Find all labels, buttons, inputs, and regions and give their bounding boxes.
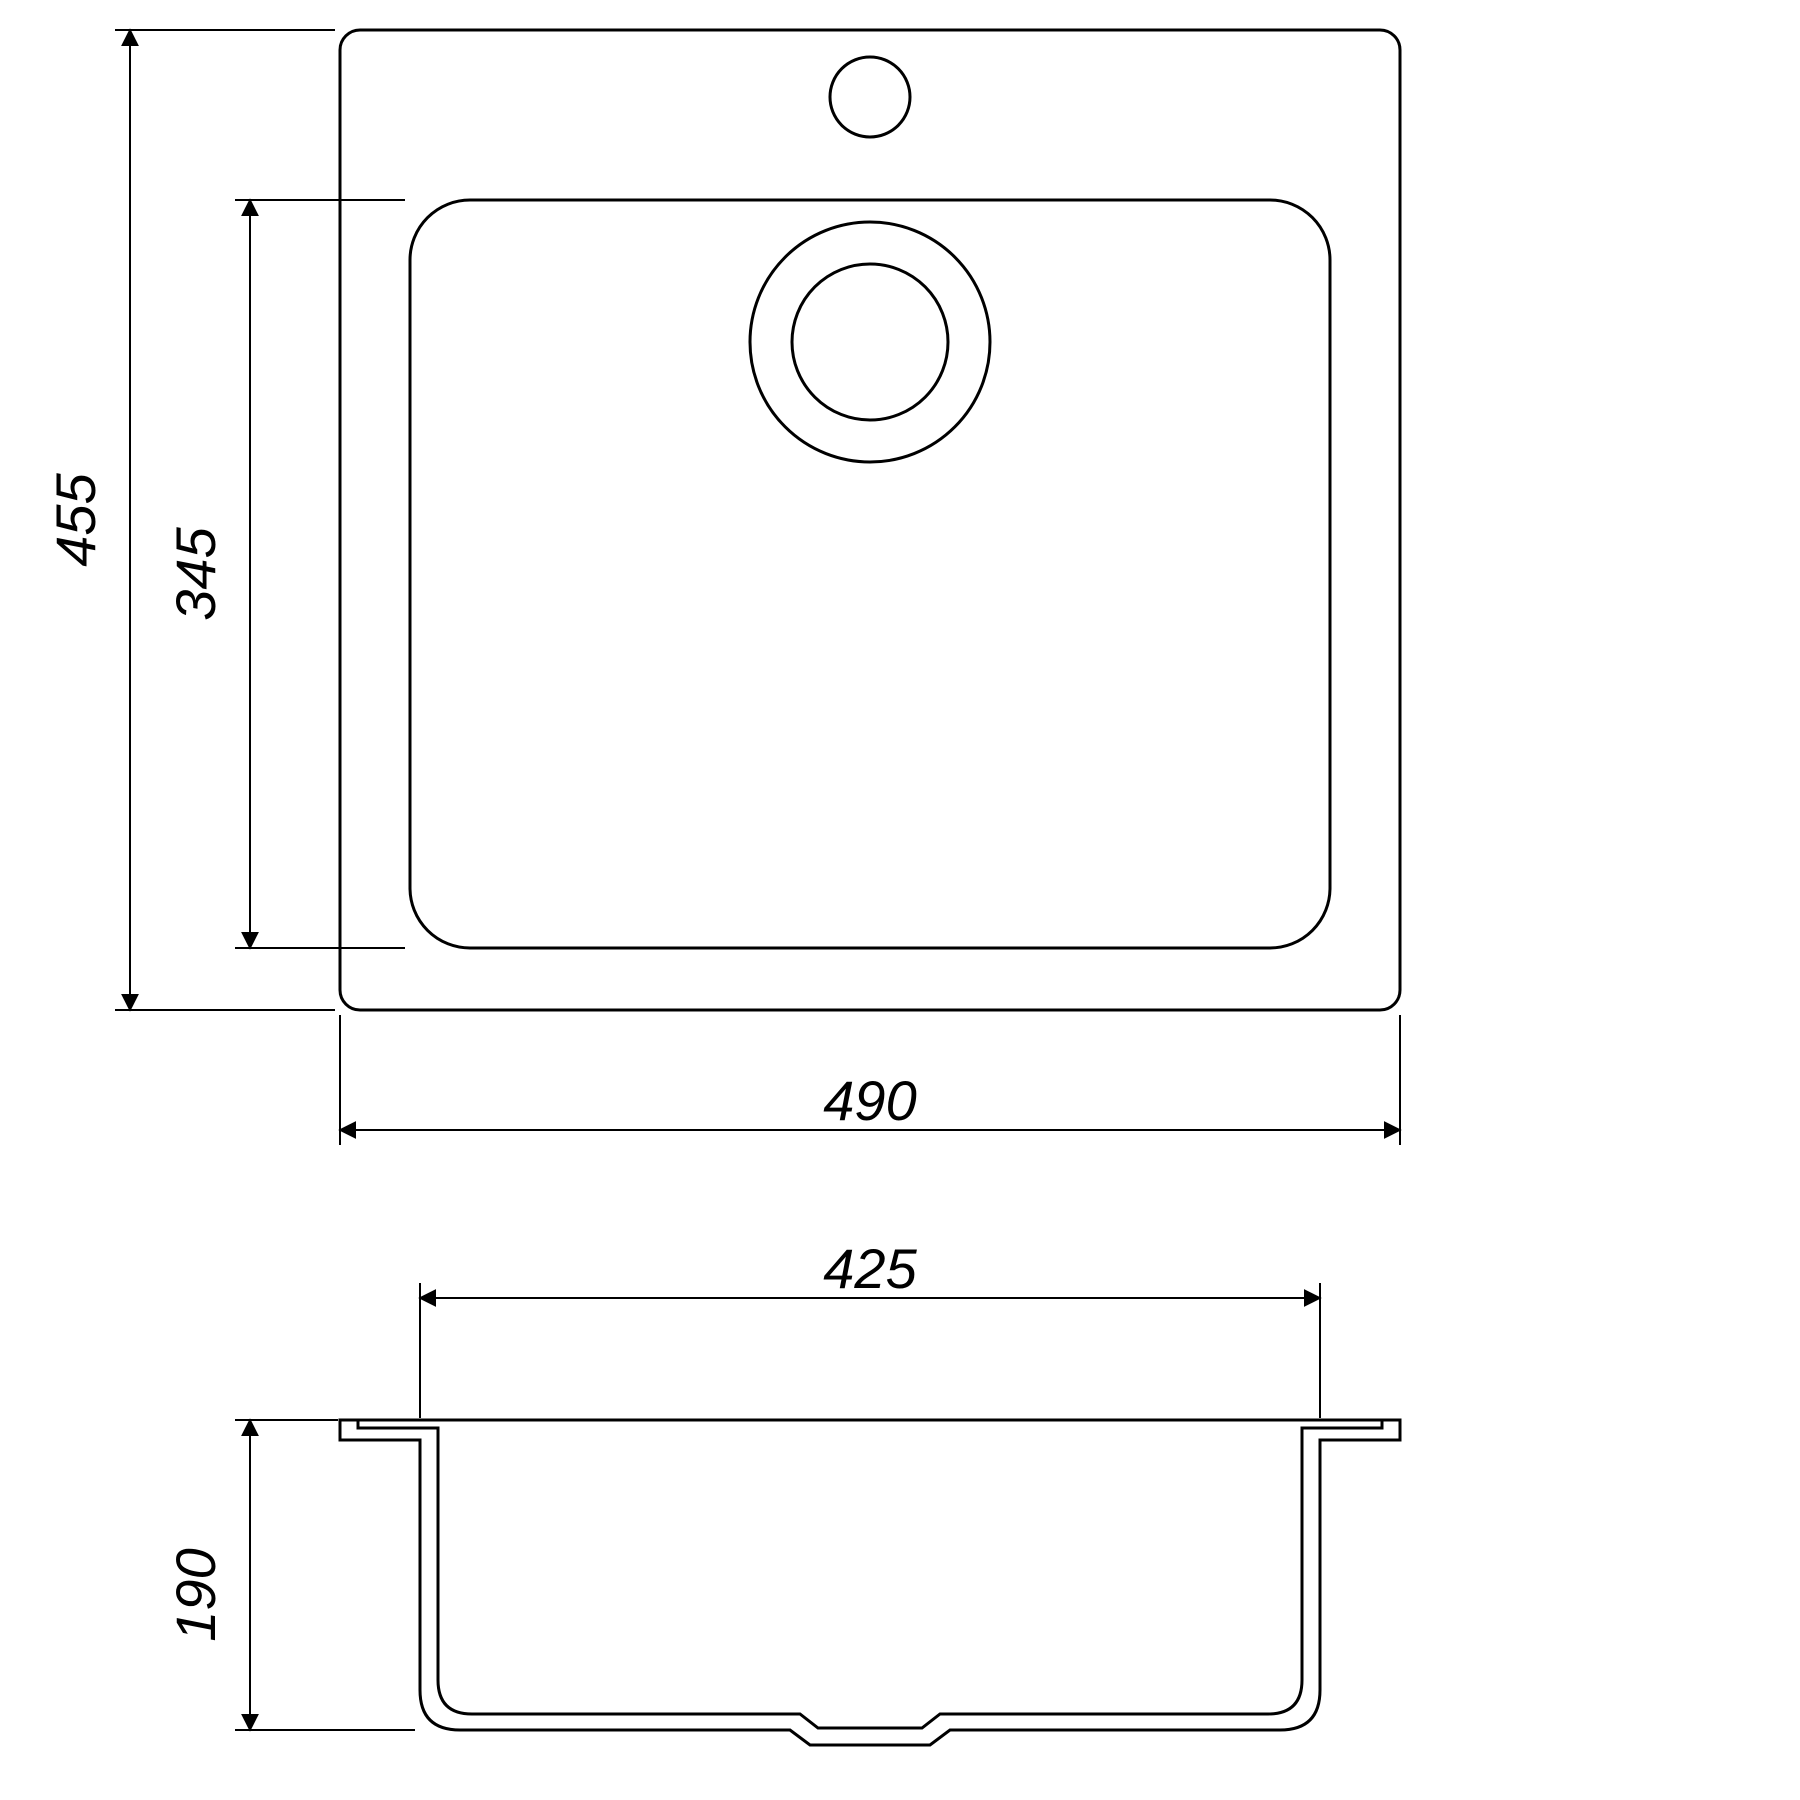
dim-inner-width: 425 bbox=[420, 1237, 1320, 1418]
dim-depth: 190 bbox=[164, 1420, 415, 1730]
dim-inner-height: 345 bbox=[164, 200, 405, 948]
dim-inner-width-label: 425 bbox=[823, 1237, 917, 1300]
drain-ring-inner bbox=[792, 264, 948, 420]
section-view-dimensions: 425 190 bbox=[164, 1237, 1320, 1730]
top-view-dimensions: 455 345 490 bbox=[44, 30, 1400, 1145]
faucet-hole bbox=[830, 57, 910, 137]
dim-outer-width-label: 490 bbox=[823, 1069, 916, 1132]
section-outer-profile bbox=[340, 1420, 1400, 1745]
dim-depth-label: 190 bbox=[164, 1548, 227, 1641]
dim-outer-height-label: 455 bbox=[44, 472, 107, 566]
sink-outer-rect bbox=[340, 30, 1400, 1010]
section-inner-profile bbox=[358, 1420, 1382, 1728]
dim-outer-width: 490 bbox=[340, 1015, 1400, 1145]
top-view bbox=[340, 30, 1400, 1010]
section-view bbox=[340, 1420, 1400, 1745]
dim-inner-height-label: 345 bbox=[164, 526, 227, 620]
sink-inner-bowl bbox=[410, 200, 1330, 948]
drain-ring-outer bbox=[750, 222, 990, 462]
dim-outer-height: 455 bbox=[44, 30, 335, 1010]
sink-dimension-drawing: 455 345 490 425 bbox=[0, 0, 1800, 1800]
